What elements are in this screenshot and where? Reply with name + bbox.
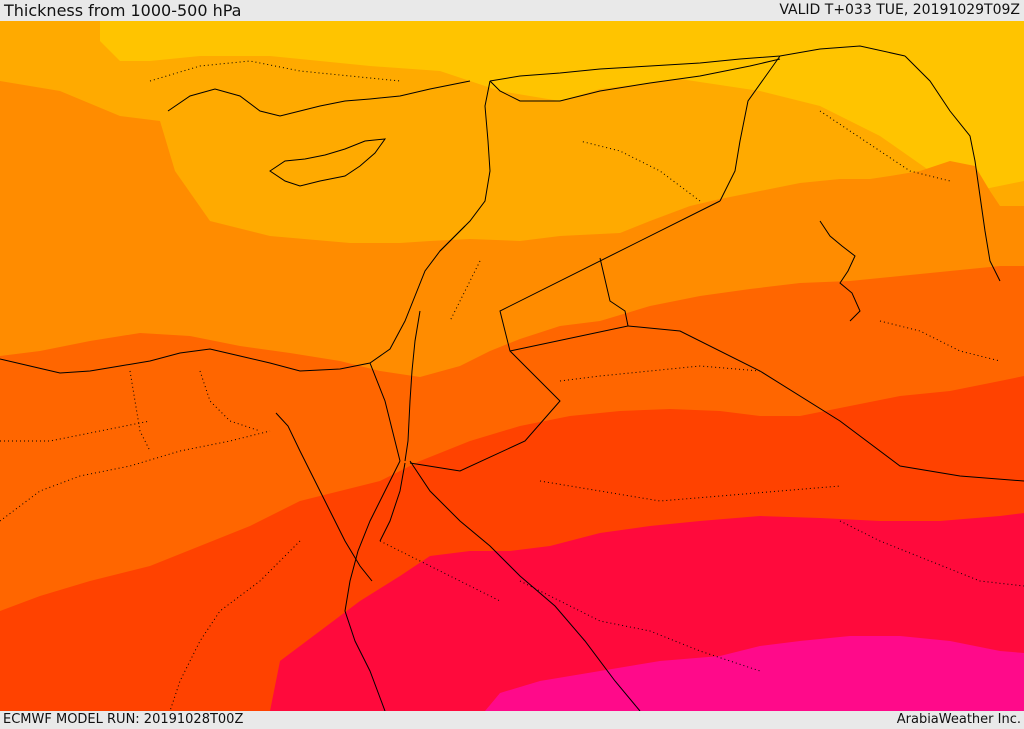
yellow-band: [100, 21, 1024, 191]
footer-bar: ECMWF MODEL RUN: 20191028T00Z ArabiaWeat…: [0, 711, 1024, 729]
magenta-band: [485, 636, 1024, 711]
valid-time: VALID T+033 TUE, 20191029T09Z: [779, 2, 1020, 18]
country-borders: [369, 55, 1024, 482]
credit-label: ArabiaWeather Inc.: [896, 712, 1021, 727]
coastlines: [0, 45, 1001, 711]
internal-borders: [0, 60, 1024, 711]
header-bar: Thickness from 1000-500 hPa VALID T+033 …: [0, 0, 1024, 21]
model-run-label: ECMWF MODEL RUN: 20191028T00Z: [3, 712, 244, 727]
thickness-map: [0, 21, 1024, 711]
map-title: Thickness from 1000-500 hPa: [4, 1, 242, 20]
map-svg: [0, 21, 1024, 711]
